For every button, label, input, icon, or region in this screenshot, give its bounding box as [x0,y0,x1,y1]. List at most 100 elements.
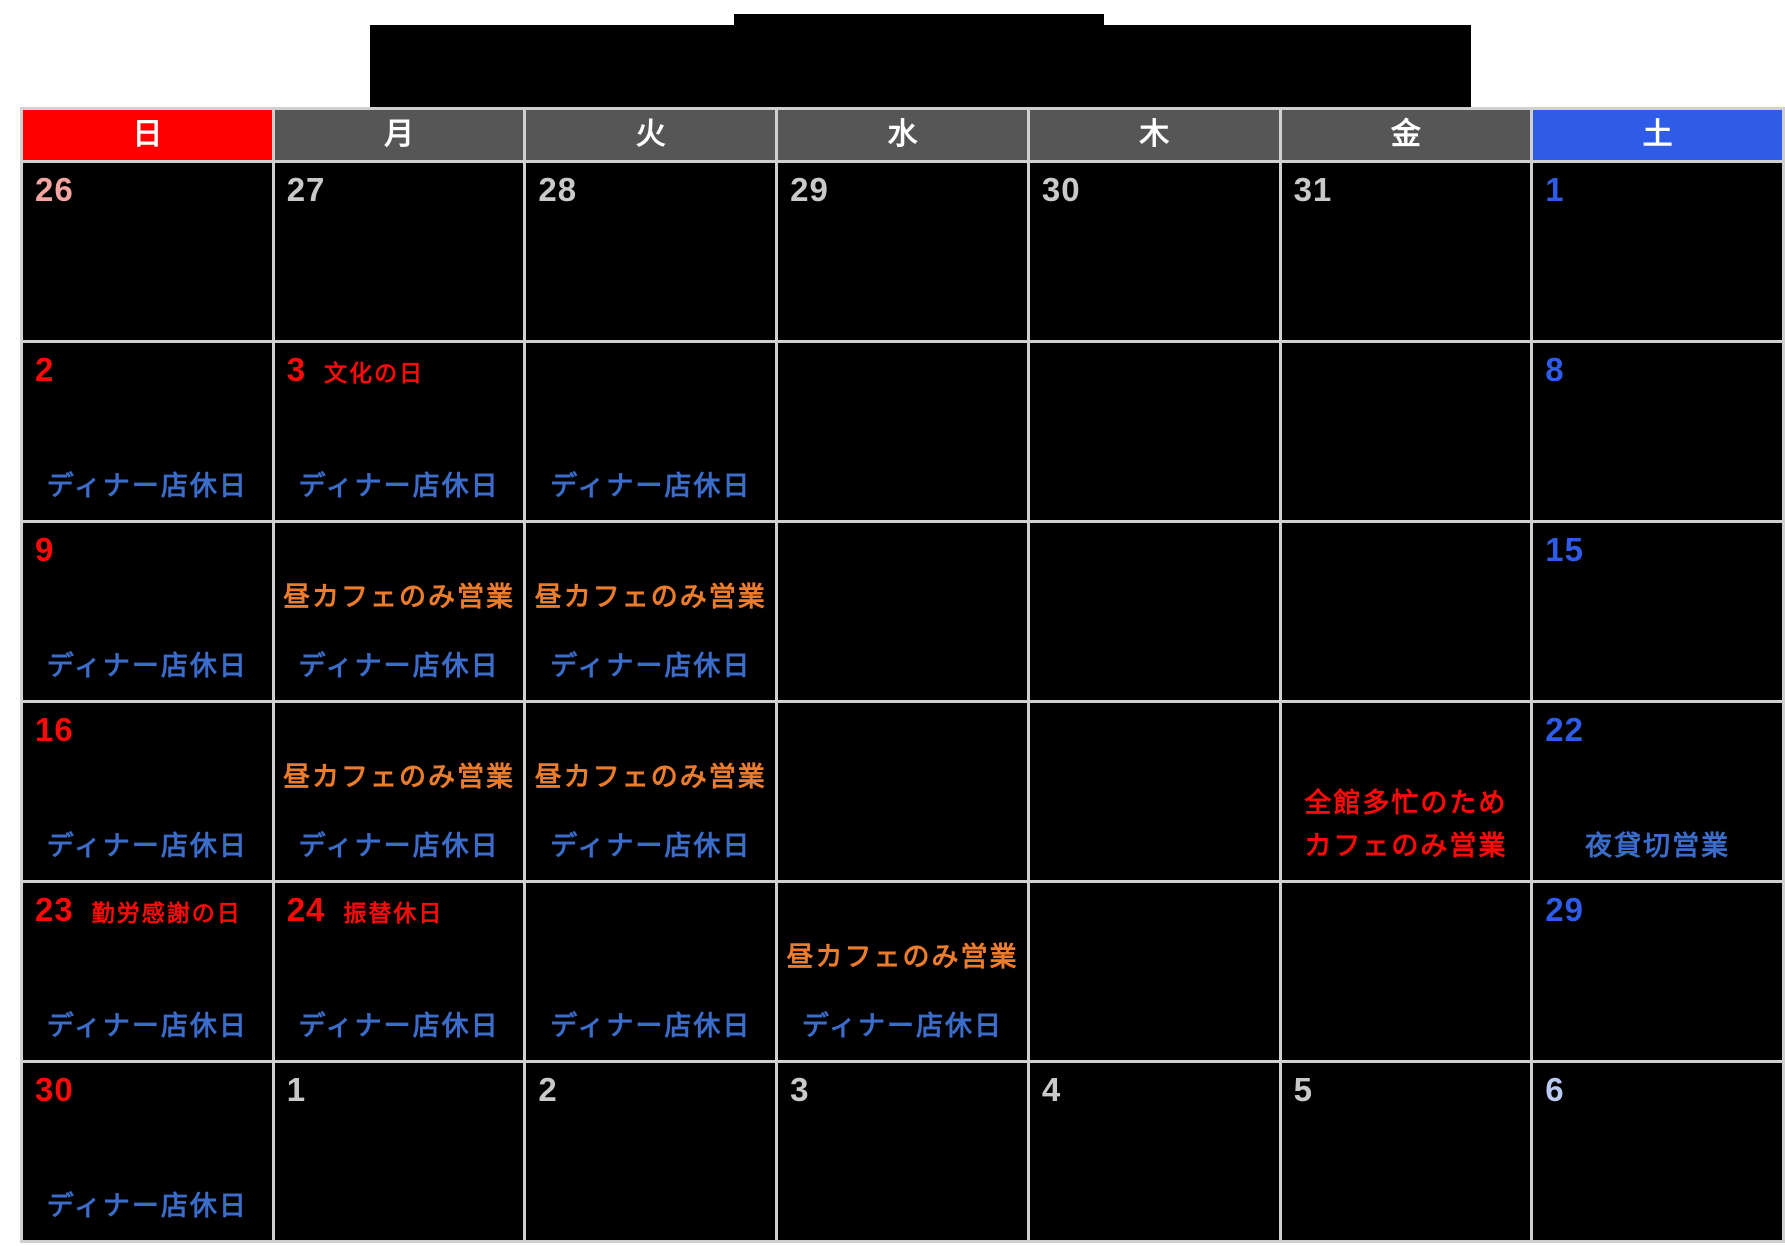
week-row-4: 16 ディナー店休日 昼カフェのみ営業 ディナー店休日 昼カフェのみ営業 ディナー店休日全… [23,703,1782,880]
date-row: 16 [35,713,268,746]
calendar-cell-day-28: 28 [526,163,776,340]
calendar-cell [778,343,1027,520]
calendar-cell [1029,883,1279,1060]
calendar-cell-day-4: 4 [1029,1063,1279,1240]
date-number: 4 [1041,1071,1062,1108]
calendar-cell [1281,523,1531,700]
cell-note: ディナー店休日 [46,1011,248,1042]
cell-note: 昼カフェのみ営業 [786,942,1019,972]
calendar-cell: ディナー店休日 [526,343,776,520]
date-number: 9 [35,531,55,568]
cell-note: ディナー店休日 [46,471,248,502]
date-row: 5 [1294,1073,1527,1106]
date-number: 2 [538,1071,558,1108]
cell-note: カフェのみ営業 [1304,831,1508,862]
weekday-label: 水 [887,118,918,151]
calendar-cell-day-30: 30 ディナー店休日 [23,1063,272,1240]
cell-note: ディナー店休日 [298,471,500,502]
date-number: 3 [286,351,307,388]
calendar-cell-day-5: 5 [1281,1063,1531,1240]
date-row: 2 [35,353,268,386]
date-row: 27 [287,173,520,206]
week-row-3: 9 ディナー店休日 昼カフェのみ営業 ディナー店休日 昼カフェのみ営業 ディナー店休日 15 [23,523,1782,700]
weekday-header-wednesday: 水 [778,110,1027,160]
weekday-label: 日 [132,118,163,151]
date-number: 5 [1293,1071,1313,1108]
date-row: 29 [1545,893,1778,926]
weekday-header-saturday: 土 [1533,110,1782,160]
date-row: 3 文化の日 [287,353,520,386]
date-row: 31 [1294,173,1527,206]
calendar-cell-day-3: 3 [778,1063,1027,1240]
date-row: 1 [1545,173,1778,206]
week-row-1: 26 27 28 29 30 31 1 [23,163,1782,340]
calendar-cell: 全館多忙のため カフェのみ営業 [1281,703,1531,880]
cell-note: ディナー店休日 [801,1011,1004,1042]
calendar-cell-day-8: 8 [1533,343,1782,520]
date-row: 1 [287,1073,520,1106]
calendar-cell-day-3: 3 文化の日ディナー店休日 [274,343,524,520]
cell-note: ディナー店休日 [298,831,500,862]
date-number: 30 [35,1071,74,1108]
cell-note: 夜貸切営業 [1585,831,1731,862]
date-number: 23 [35,891,74,928]
date-row: 9 [35,533,268,566]
cell-note: 全館多忙のため [1304,788,1508,818]
weekday-header-friday: 金 [1281,110,1531,160]
date-row: 2 [538,1073,771,1106]
weekday-label: 金 [1390,118,1421,151]
calendar-cell-day-23: 23 勤労感謝の日ディナー店休日 [23,883,272,1060]
date-row: 30 [35,1073,268,1106]
cell-note: ディナー店休日 [46,651,248,682]
cell-note: ディナー店休日 [550,1011,752,1042]
cell-note: ディナー店休日 [46,1191,248,1222]
calendar-cell-day-15: 15 [1533,523,1782,700]
calendar-cell [1281,883,1531,1060]
calendar-cell [1281,343,1531,520]
cell-note: ディナー店休日 [298,1011,500,1042]
calendar-cell: 昼カフェのみ営業 ディナー店休日 [526,703,776,880]
calendar-cell-day-9: 9 ディナー店休日 [23,523,272,700]
calendar-cell-day-1: 1 [274,1063,524,1240]
calendar-cell-day-24: 24 振替休日 ディナー店休日 [274,883,524,1060]
date-number: 16 [35,711,74,748]
cell-note: ディナー店休日 [46,831,248,862]
date-number: 26 [35,171,74,208]
calendar-cell-day-26: 26 [23,163,272,340]
date-number: 29 [790,171,829,208]
weekday-header-row: 日月火水木金土 [23,110,1782,160]
date-number: 1 [286,1071,307,1108]
date-row: 6 [1545,1073,1778,1106]
date-number: 27 [286,171,326,208]
calendar-cell-day-2: 2 [526,1063,776,1240]
date-row: 23 勤労感謝の日 [35,893,268,926]
date-number: 28 [538,171,578,208]
cell-note: ディナー店休日 [550,471,752,502]
date-number: 6 [1545,1071,1565,1108]
week-row-6: 30 ディナー店休日 1 2 3 4 5 6 [23,1063,1782,1240]
calendar-cell: 昼カフェのみ営業 ディナー店休日 [274,523,524,700]
calendar-table: 日月火水木金土 26 27 28 29 30 31 1 2 ディナー店休日 3 文化の日 ディナー店休… [20,107,1785,1243]
date-row: 29 [790,173,1023,206]
weekday-label: 木 [1139,118,1170,151]
calendar-cell-day-27: 27 [274,163,524,340]
week-row-2: 2 ディナー店休日 3 文化の日 ディナー店休日 ディナー店休日 8 [23,343,1782,520]
weekday-label: 火 [635,118,666,151]
title-banner [370,25,1471,107]
weekday-header-tuesday: 火 [526,110,776,160]
cell-note: ディナー店休日 [550,831,752,862]
weekday-label: 月 [384,118,415,151]
calendar-cell-day-6: 6 [1533,1063,1782,1240]
date-number: 31 [1293,171,1333,208]
date-number: 3 [790,1071,810,1108]
date-row: 30 [1042,173,1275,206]
date-row: 3 [790,1073,1023,1106]
cell-note: 昼カフェのみ営業 [534,582,767,612]
date-number: 8 [1545,351,1565,388]
date-number: 15 [1545,531,1584,568]
calendar-cell: 昼カフェのみ営業 ディナー店休日 [778,883,1027,1060]
weekday-header-thursday: 木 [1029,110,1279,160]
calendar-cell-day-22: 22 夜貸切営業 [1533,703,1782,880]
weekday-header-monday: 月 [274,110,524,160]
calendar-cell: 昼カフェのみ営業 ディナー店休日 [526,523,776,700]
